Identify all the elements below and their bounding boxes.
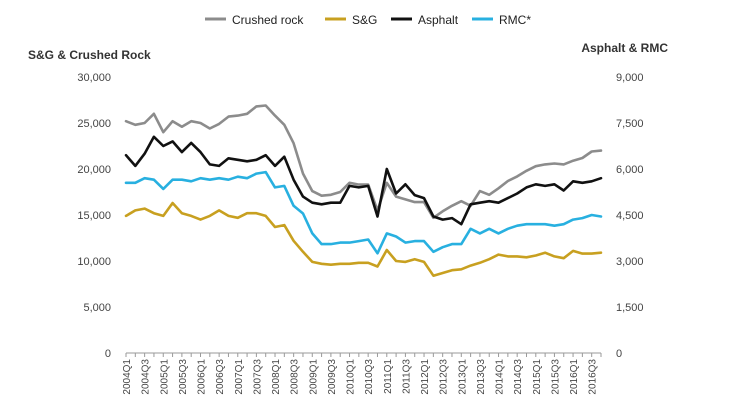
x-tick-label: 2006Q1 xyxy=(197,359,208,395)
legend-item-crushed-rock: Crushed rock xyxy=(205,13,304,27)
right-tick-label: 6,000 xyxy=(616,164,644,176)
x-axis: 2004Q1 2004Q3 2005Q1 2005Q3 2006Q1 2006Q3 2007… xyxy=(122,352,602,395)
legend-label-crushed-rock: Crushed rock xyxy=(232,13,304,27)
series-line-rmc xyxy=(124,170,603,255)
x-tick-label: 2012Q3 xyxy=(439,359,450,395)
left-tick-label: 0 xyxy=(105,348,111,360)
left-tick-label: 15,000 xyxy=(77,210,111,222)
legend-item-asphalt: Asphalt xyxy=(391,13,459,27)
x-tick-label: 2011Q3 xyxy=(401,359,412,394)
left-tick-label: 5,000 xyxy=(83,302,111,314)
legend-item-rmc: RMC* xyxy=(472,13,531,27)
legend-item-sg: S&G xyxy=(325,13,377,27)
x-tick-label: 2009Q1 xyxy=(308,359,319,395)
x-tick-label: 2014Q1 xyxy=(495,359,506,395)
left-axis-title: S&G & Crushed Rock xyxy=(28,48,151,62)
left-tick-label: 30,000 xyxy=(77,72,111,84)
x-tick-label: 2015Q1 xyxy=(532,359,543,395)
x-tick-label: 2013Q3 xyxy=(476,359,487,395)
x-tick-label: 2004Q3 xyxy=(141,359,152,395)
x-tick-label: 2008Q1 xyxy=(271,359,282,395)
series-lines xyxy=(124,104,603,278)
x-tick-label: 2005Q1 xyxy=(159,359,170,395)
right-tick-label: 3,000 xyxy=(616,256,644,268)
x-tick-label: 2005Q3 xyxy=(178,359,189,395)
x-tick-label: 2016Q1 xyxy=(569,359,580,395)
legend: Crushed rock S&G Asphalt RMC* xyxy=(205,13,531,27)
x-tick-label: 2015Q3 xyxy=(550,359,561,395)
right-axis-ticks: 0 1,500 3,000 4,500 6,000 7,500 9,000 xyxy=(616,72,644,360)
x-tick-label: 2010Q3 xyxy=(364,359,375,395)
x-tick-label: 2008Q3 xyxy=(290,359,301,395)
x-tick-label: 2004Q1 xyxy=(122,359,133,395)
series-line-s-g xyxy=(124,201,603,278)
right-tick-label: 4,500 xyxy=(616,210,644,222)
left-tick-label: 10,000 xyxy=(77,256,111,268)
x-tick-label: 2006Q3 xyxy=(215,359,226,395)
legend-label-asphalt: Asphalt xyxy=(418,13,459,27)
right-tick-label: 7,500 xyxy=(616,118,644,130)
series-line-asphalt xyxy=(124,135,603,226)
x-tick-label: 2007Q1 xyxy=(234,359,245,395)
x-tick-label: 2009Q3 xyxy=(327,359,338,395)
left-tick-label: 20,000 xyxy=(77,164,111,176)
x-tick-label: 2016Q3 xyxy=(588,359,599,395)
x-tick-label: 2013Q1 xyxy=(457,359,468,395)
right-tick-label: 9,000 xyxy=(616,72,644,84)
x-tick-label: 2010Q1 xyxy=(346,359,357,395)
right-tick-label: 1,500 xyxy=(616,302,644,314)
legend-label-sg: S&G xyxy=(352,13,377,27)
x-tick-label: 2007Q3 xyxy=(252,359,263,395)
x-tick-label: 2012Q1 xyxy=(420,359,431,395)
right-tick-label: 0 xyxy=(616,348,622,360)
left-axis-ticks: 0 5,000 10,000 15,000 20,000 25,000 30,000 xyxy=(77,72,111,360)
x-tick-label: 2011Q1 xyxy=(383,359,394,394)
series-line-crushed-rock xyxy=(124,104,603,220)
x-tick-label: 2014Q3 xyxy=(513,359,524,395)
legend-label-rmc: RMC* xyxy=(499,13,531,27)
right-axis-title: Asphalt & RMC xyxy=(581,41,668,55)
left-tick-label: 25,000 xyxy=(77,118,111,130)
